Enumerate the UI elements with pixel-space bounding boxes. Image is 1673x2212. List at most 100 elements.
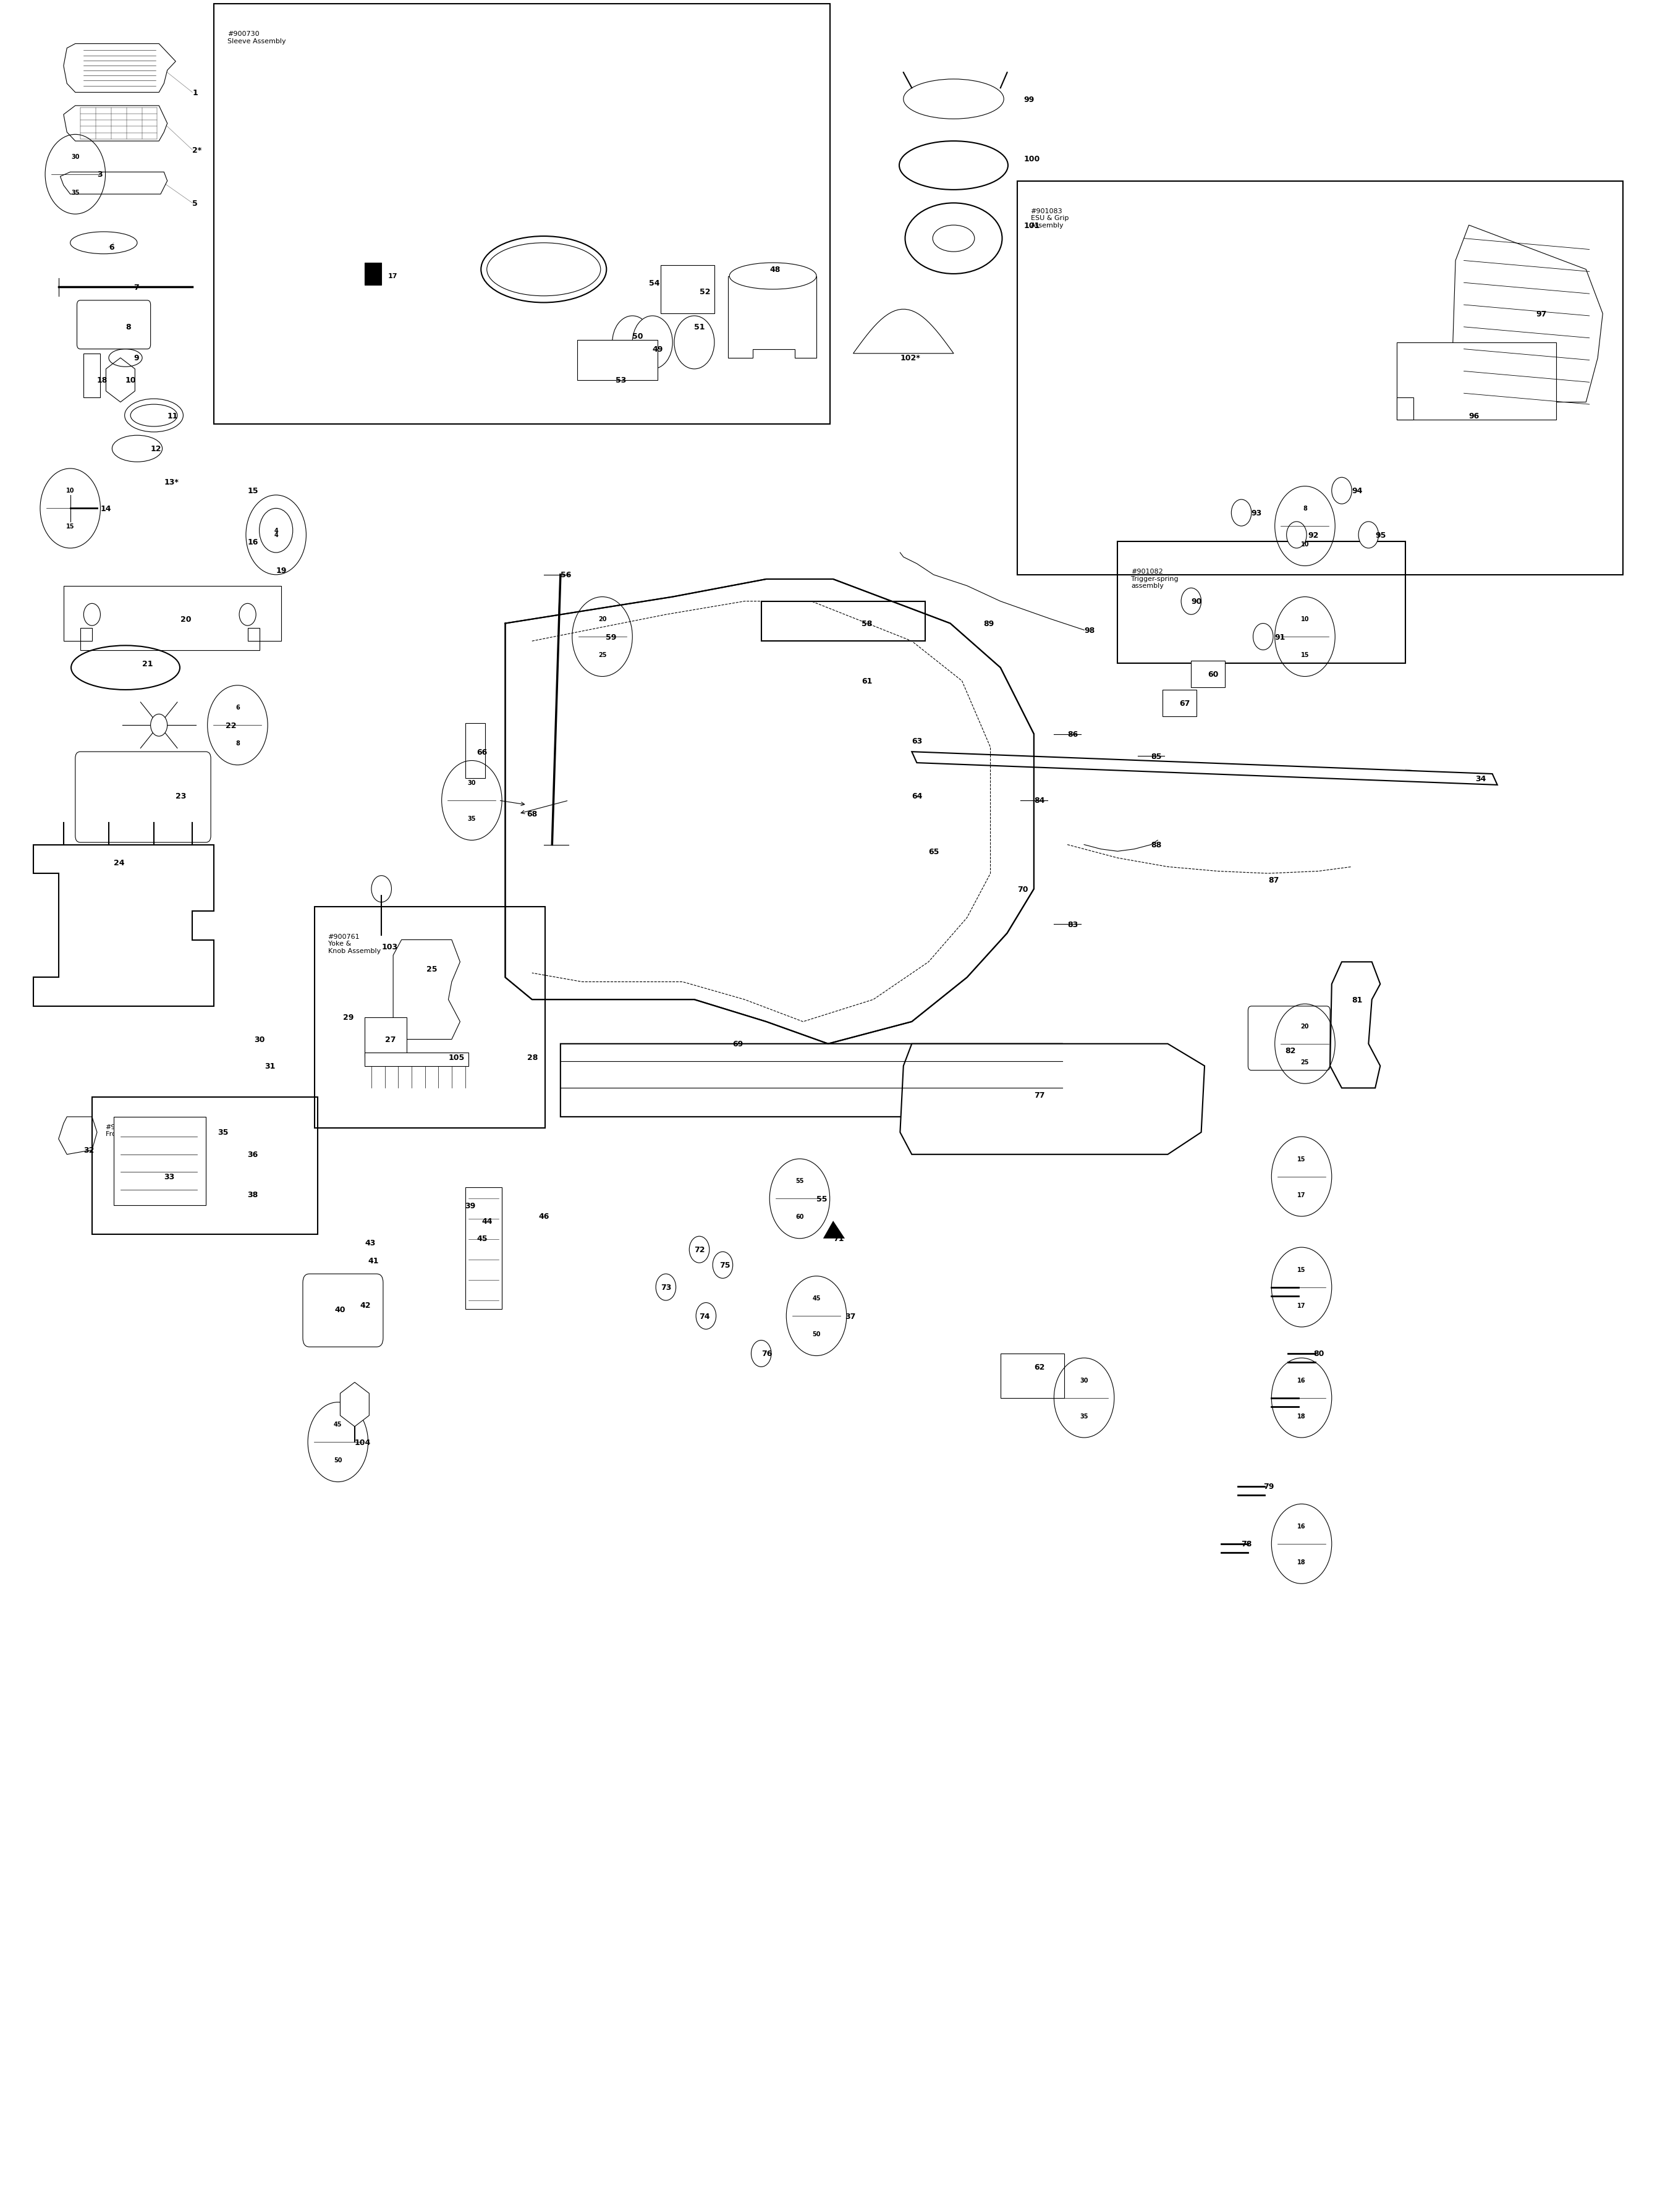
Text: 18: 18 (1297, 1413, 1307, 1418)
Text: 10: 10 (125, 376, 136, 385)
Bar (1118, 542, 1405, 664)
Text: 72: 72 (694, 1245, 704, 1254)
Bar (1000, 1354, 1064, 1398)
Text: 60: 60 (796, 1214, 803, 1219)
Polygon shape (64, 586, 281, 650)
Text: 55: 55 (796, 1179, 803, 1183)
Text: 32: 32 (84, 1146, 94, 1155)
Text: 35: 35 (217, 1128, 228, 1137)
Text: 85: 85 (1151, 752, 1161, 761)
Circle shape (1181, 588, 1201, 615)
Text: 15: 15 (1298, 1157, 1305, 1161)
Text: 82: 82 (1285, 1046, 1295, 1055)
Text: 83: 83 (1067, 920, 1077, 929)
Bar (577, 341, 657, 380)
Text: 52: 52 (699, 288, 709, 296)
Bar (114, 1117, 206, 1206)
Text: 12: 12 (151, 445, 161, 453)
Circle shape (696, 1303, 716, 1329)
Text: 13*: 13* (164, 478, 179, 487)
Polygon shape (1452, 226, 1603, 403)
Text: 17: 17 (388, 274, 398, 279)
Bar (1163, 690, 1196, 717)
Text: 6: 6 (236, 706, 239, 710)
Text: 62: 62 (1034, 1363, 1044, 1371)
Text: 10: 10 (67, 489, 74, 493)
Text: 4: 4 (274, 529, 278, 533)
Circle shape (1253, 624, 1273, 650)
Text: 48: 48 (770, 265, 780, 274)
Text: 55: 55 (816, 1194, 826, 1203)
Text: 70: 70 (1017, 885, 1027, 894)
Text: 39: 39 (465, 1201, 475, 1210)
Text: 30: 30 (254, 1035, 264, 1044)
Text: 10: 10 (1302, 617, 1308, 622)
Text: 20: 20 (181, 615, 191, 624)
Text: 30: 30 (468, 781, 475, 785)
Text: 56: 56 (560, 571, 570, 580)
Polygon shape (60, 173, 167, 195)
Text: 104: 104 (355, 1438, 371, 1447)
Bar (365, 1018, 407, 1057)
Text: 74: 74 (699, 1312, 709, 1321)
Text: 92: 92 (1308, 531, 1318, 540)
Text: 17: 17 (1298, 1303, 1305, 1307)
Text: 25: 25 (1302, 1060, 1308, 1064)
Text: 25: 25 (599, 653, 606, 657)
Circle shape (1231, 500, 1251, 526)
Circle shape (1358, 522, 1379, 549)
Text: 95: 95 (1375, 531, 1385, 540)
Ellipse shape (729, 263, 816, 290)
Text: 63: 63 (912, 737, 922, 745)
Text: 11: 11 (167, 411, 177, 420)
Text: 78: 78 (1241, 1540, 1251, 1548)
Text: 20: 20 (599, 617, 606, 622)
Text: 37: 37 (845, 1312, 855, 1321)
Text: 45: 45 (477, 1234, 487, 1243)
Text: 17: 17 (1298, 1192, 1305, 1197)
Text: 24: 24 (114, 858, 124, 867)
Circle shape (656, 1274, 676, 1301)
Polygon shape (823, 1221, 845, 1239)
Text: 93: 93 (1251, 509, 1261, 518)
Text: #901082
Trigger-spring
assembly: #901082 Trigger-spring assembly (1131, 568, 1178, 588)
Text: 18: 18 (97, 376, 107, 385)
Text: 30: 30 (72, 155, 79, 159)
Text: 103: 103 (381, 942, 398, 951)
Text: 69: 69 (733, 1040, 743, 1048)
Polygon shape (64, 44, 176, 93)
Text: 15: 15 (1298, 1267, 1305, 1272)
Text: 90: 90 (1191, 597, 1201, 606)
Text: 3: 3 (97, 170, 102, 179)
Bar (214, 4, 830, 425)
Text: 16: 16 (1298, 1378, 1305, 1382)
Circle shape (689, 1237, 709, 1263)
Circle shape (674, 316, 714, 369)
Text: 76: 76 (761, 1349, 771, 1358)
Text: #901083
ESU & Grip
Assembly: #901083 ESU & Grip Assembly (1031, 208, 1069, 228)
Text: 14: 14 (100, 504, 110, 513)
Text: 27: 27 (385, 1035, 395, 1044)
Text: 15: 15 (248, 487, 258, 495)
Text: 58: 58 (862, 619, 872, 628)
Text: 35: 35 (72, 190, 79, 195)
Text: 60: 60 (1208, 670, 1218, 679)
Polygon shape (505, 580, 1034, 1044)
Text: 54: 54 (649, 279, 659, 288)
Circle shape (1332, 478, 1352, 504)
Text: #900730
Sleeve Assembly: #900730 Sleeve Assembly (228, 31, 286, 44)
Polygon shape (912, 752, 1497, 785)
Text: 97: 97 (1536, 310, 1546, 319)
Text: 25: 25 (427, 964, 437, 973)
Text: 18: 18 (1297, 1559, 1307, 1564)
Text: 64: 64 (912, 792, 922, 801)
Bar (315, 907, 545, 1128)
Text: 4: 4 (274, 533, 278, 538)
Polygon shape (64, 106, 167, 142)
Text: 33: 33 (164, 1172, 174, 1181)
Text: 5: 5 (192, 199, 197, 208)
Text: 89: 89 (984, 619, 994, 628)
Bar (1397, 398, 1414, 420)
Text: 86: 86 (1067, 730, 1077, 739)
Text: 15: 15 (67, 524, 74, 529)
